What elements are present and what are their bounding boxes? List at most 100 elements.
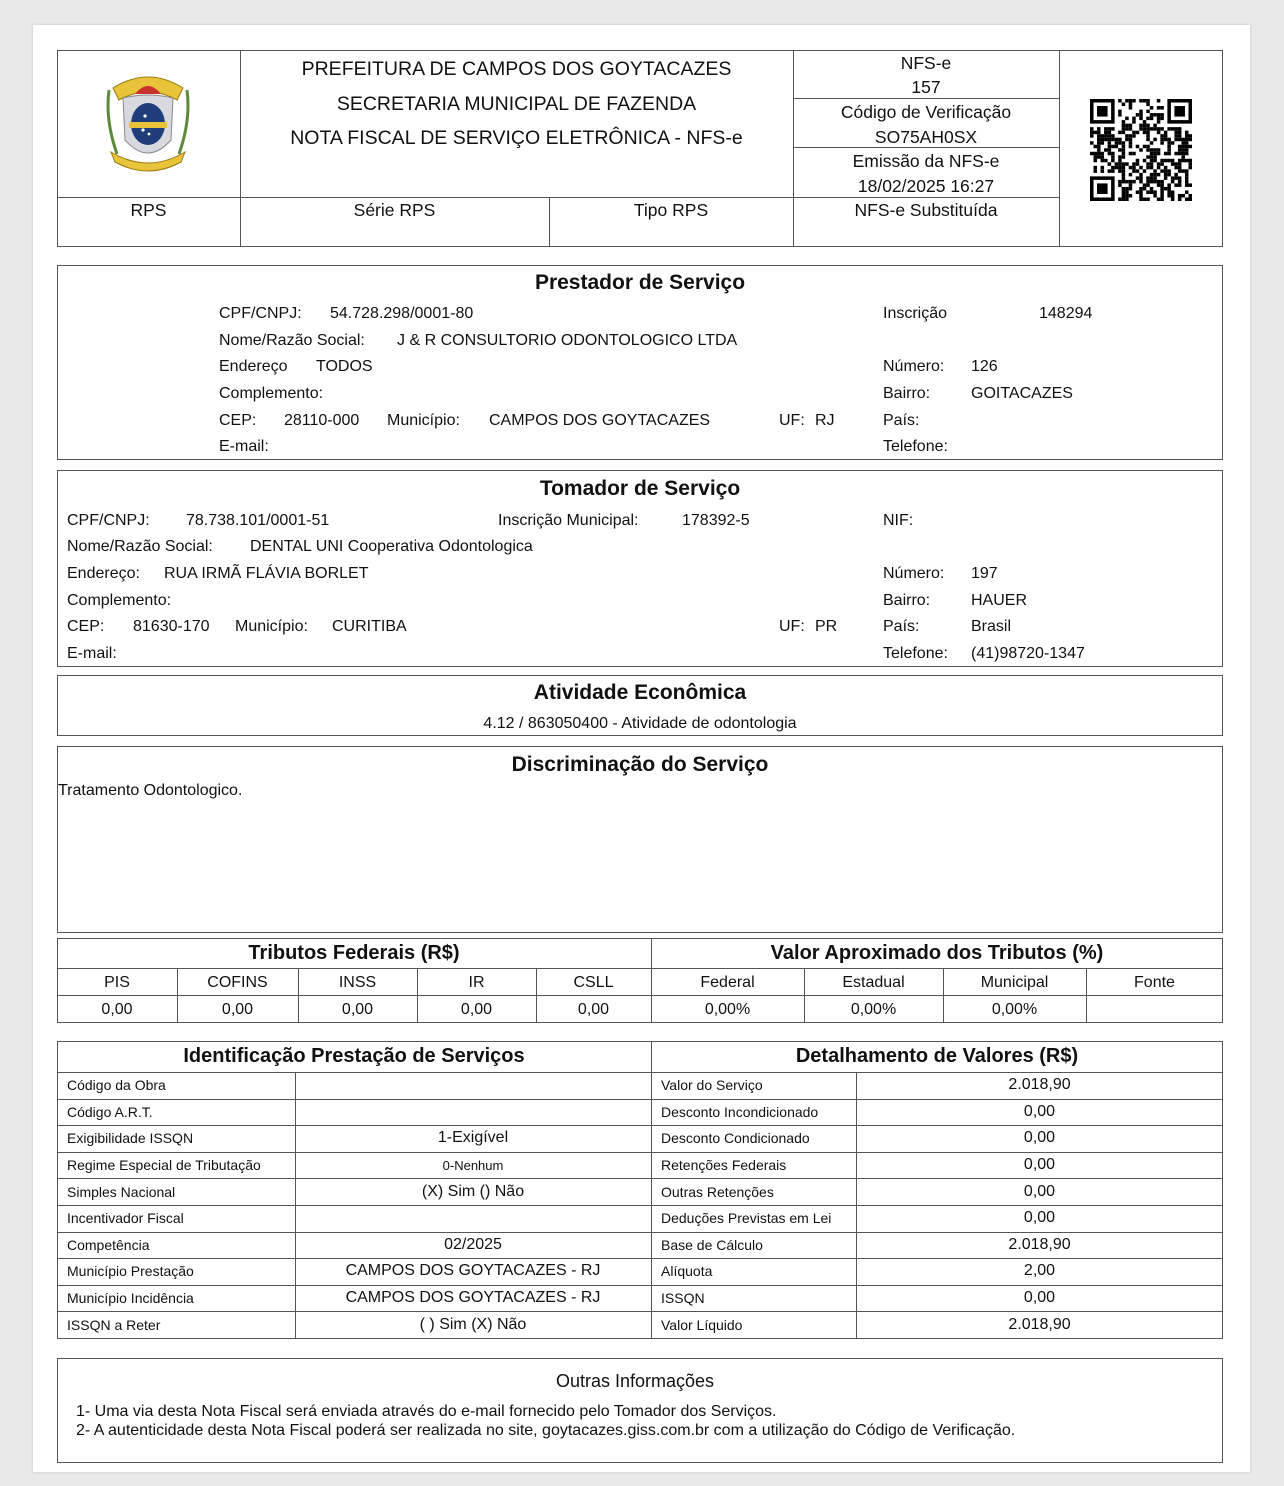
identificacao-label: Código da Obra — [67, 1077, 166, 1094]
label: Endereço — [219, 358, 288, 375]
prestador-endereco: TODOS — [316, 358, 373, 375]
detalhamento-label: Base de Cálculo — [661, 1236, 763, 1253]
detalhamento-value: 2,00 — [1023, 1262, 1056, 1280]
divider — [536, 968, 537, 1023]
prestador-municipio: CAMPOS DOS GOYTACAZES — [489, 412, 711, 429]
tipo-rps-label: Tipo RPS — [633, 200, 709, 220]
identificacao-label: Município Incidência — [67, 1290, 194, 1307]
tomador-bairro: HAUER — [971, 592, 1028, 609]
tributo-header: INSS — [338, 973, 377, 991]
prestador-numero: 126 — [971, 358, 998, 375]
tributo-header: COFINS — [207, 973, 268, 991]
label: Telefone: — [883, 645, 948, 662]
tomador-endereco: RUA IRMÃ FLÁVIA BORLET — [164, 565, 369, 582]
serie-rps-label: Série RPS — [353, 200, 436, 220]
prestador-title: Prestador de Serviço — [534, 271, 746, 294]
coat-of-arms-icon — [106, 76, 190, 172]
header-box — [57, 50, 1223, 247]
label: CEP: — [219, 412, 257, 429]
header-line-2: SECRETARIA MUNICIPAL DE FAZENDA — [336, 93, 697, 115]
tomador-cnpj: 78.738.101/0001-51 — [186, 512, 330, 529]
row-divider — [57, 1205, 1223, 1206]
tributo-value: 0,00 — [577, 1000, 610, 1018]
divider — [804, 968, 805, 1023]
row-divider — [57, 1311, 1223, 1313]
tributo-header: IR — [468, 973, 485, 991]
identificacao-label: Município Prestação — [67, 1263, 194, 1280]
aproximado-title: Valor Aproximado dos Tributos (%) — [770, 942, 1104, 964]
label: Município: — [387, 412, 460, 429]
identificacao-value: ( ) Sim (X) Não — [419, 1315, 527, 1333]
detalhamento-label: ISSQN — [661, 1290, 705, 1307]
discriminacao-title: Discriminação do Serviço — [511, 753, 769, 776]
tomador-cep: 81630-170 — [133, 618, 210, 635]
detalhamento-label: Retenções Federais — [661, 1157, 787, 1174]
atividade-title: Atividade Econômica — [533, 681, 747, 704]
detalhamento-value: 0,00 — [1023, 1289, 1056, 1307]
atividade-section — [57, 675, 1223, 736]
detalhamento-label: Valor Líquido — [661, 1316, 743, 1333]
label: Inscrição Municipal: — [498, 512, 639, 529]
label: Endereço: — [67, 565, 140, 582]
detalhamento-value: 2.018,90 — [1008, 1235, 1071, 1253]
tributo-header: PIS — [104, 973, 130, 991]
detalhamento-value: 0,00 — [1023, 1209, 1056, 1227]
identificacao-label: ISSQN a Reter — [67, 1316, 161, 1333]
emission-date: 18/02/2025 16:27 — [857, 176, 995, 196]
label: Número: — [883, 565, 945, 582]
prestador-cep: 28110-000 — [284, 412, 360, 429]
qr-code-icon — [1090, 99, 1192, 201]
row-divider — [57, 1258, 1223, 1260]
tributos-title: Tributos Federais (R$) — [248, 942, 460, 964]
detalhamento-value: 0,00 — [1023, 1102, 1056, 1120]
nfse-substituida-label: NFS-e Substituída — [854, 200, 998, 220]
identificacao-section — [57, 1041, 1223, 1339]
detalhamento-label: Desconto Condicionado — [661, 1130, 810, 1147]
tomador-title: Tomador de Serviço — [539, 477, 741, 500]
verification-code: SO75AH0SX — [874, 127, 978, 147]
label: Município: — [235, 618, 308, 635]
detalhamento-value: 2.018,90 — [1008, 1315, 1071, 1333]
discriminacao-section — [57, 746, 1223, 933]
label: E-mail: — [67, 645, 117, 662]
label: País: — [883, 618, 920, 635]
divider — [177, 968, 178, 1023]
prestador-section — [57, 265, 1223, 460]
row-divider — [57, 1125, 1223, 1127]
prestador-bairro: GOITACAZES — [971, 385, 1073, 402]
tomador-nome: DENTAL UNI Cooperativa Odontologica — [250, 538, 533, 555]
nfse-number: 157 — [911, 77, 941, 97]
tributos-section — [57, 938, 1223, 1023]
row-divider — [57, 1231, 1223, 1233]
label: NIF: — [883, 512, 914, 529]
prestador-cnpj: 54.728.298/0001-80 — [330, 305, 474, 322]
identificacao-label: Incentivador Fiscal — [67, 1210, 184, 1227]
row-divider — [57, 1098, 1223, 1100]
detalhamento-value: 0,00 — [1023, 1156, 1056, 1174]
row-divider — [57, 1072, 1223, 1073]
identificacao-title: Identificação Prestação de Serviços — [183, 1045, 525, 1067]
tomador-uf: PR — [815, 618, 838, 635]
divider — [943, 968, 944, 1023]
row-divider — [57, 1151, 1223, 1153]
identificacao-label: Regime Especial de Tributação — [67, 1157, 261, 1174]
detalhamento-value: 0,00 — [1023, 1182, 1056, 1200]
label: UF: — [779, 412, 805, 429]
aproximado-value: 0,00% — [850, 1000, 897, 1018]
row-divider — [57, 1178, 1223, 1180]
tributo-value: 0,00 — [101, 1000, 133, 1018]
tomador-pais: Brasil — [971, 618, 1012, 635]
detalhamento-label: Valor do Serviço — [661, 1077, 763, 1094]
aproximado-header: Fonte — [1134, 973, 1175, 991]
tomador-section — [57, 470, 1223, 667]
outras-title: Outras Informações — [555, 1371, 715, 1391]
label: Bairro: — [883, 385, 931, 402]
atividade-text: 4.12 / 863050400 - Atividade de odontolo… — [483, 715, 797, 732]
discriminacao-text: Tratamento Odontologico. — [58, 782, 243, 799]
emission-label: Emissão da NFS-e — [852, 151, 1000, 171]
detalhamento-label: Desconto Incondicionado — [661, 1103, 819, 1120]
label: Telefone: — [883, 438, 948, 455]
identificacao-label: Simples Nacional — [67, 1183, 176, 1200]
aproximado-value — [1086, 996, 1223, 1023]
aproximado-header: Estadual — [842, 973, 905, 991]
